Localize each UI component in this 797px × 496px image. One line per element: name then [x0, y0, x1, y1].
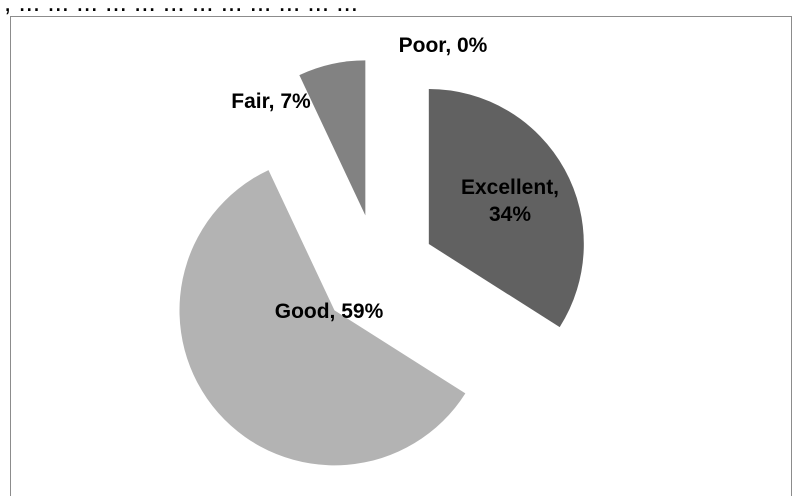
caption-text: , ... ... ... ... ... ... ... ... ... ..… [4, 0, 358, 16]
pie-slice-excellent [428, 89, 584, 328]
data-label-good: Good, 59% [275, 300, 384, 323]
chart-frame [10, 16, 792, 496]
pie-slices [179, 60, 584, 466]
caption-strip: , ... ... ... ... ... ... ... ... ... ..… [0, 0, 797, 16]
data-label-fair: Fair, 7% [231, 90, 311, 113]
data-label-poor: Poor, 0% [399, 34, 488, 57]
data-label-excellent: Excellent, 34% [461, 176, 559, 226]
pie-slice-good [179, 170, 466, 466]
pie-slice-fair [299, 60, 366, 216]
pie-chart: Excellent, 34% Good, 59% Fair, 7% Poor, 0% [179, 34, 584, 466]
pie-labels: Excellent, 34% Good, 59% Fair, 7% Poor, 0% [231, 34, 559, 323]
